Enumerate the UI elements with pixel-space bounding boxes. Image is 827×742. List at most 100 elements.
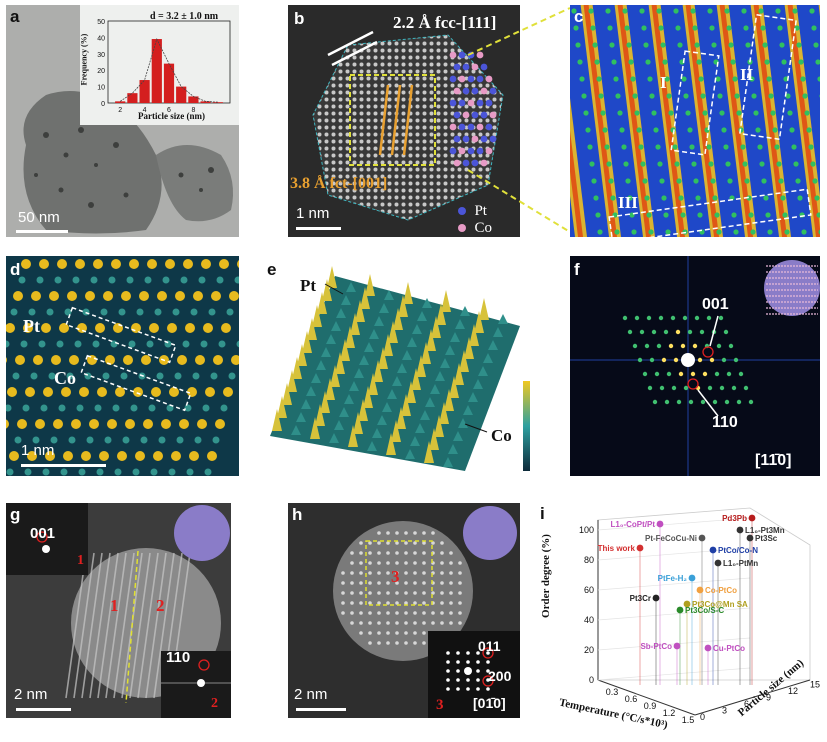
pt-atom — [93, 259, 103, 269]
zone-axis-f: [11̄0] — [755, 452, 792, 469]
co-site — [758, 8, 764, 14]
x-tick: 0.3 — [606, 687, 619, 697]
fft-spot-h — [446, 651, 450, 655]
surface-peak — [292, 357, 302, 379]
co-site — [627, 195, 633, 201]
pt-atom — [61, 387, 71, 397]
co-atom — [24, 468, 32, 476]
diffraction-spot — [632, 343, 638, 349]
surface-peak — [411, 368, 421, 390]
co-atom — [40, 404, 48, 412]
pt-atom — [45, 451, 55, 461]
pt-atom — [43, 387, 53, 397]
atom-model-dot — [467, 75, 475, 83]
pt-atom — [113, 323, 123, 333]
co-atom — [118, 308, 126, 316]
co-site — [772, 127, 778, 133]
co-site — [749, 76, 755, 82]
atom-column — [368, 621, 372, 625]
atom-model-dot — [458, 123, 466, 131]
pt-atom — [33, 355, 43, 365]
surface-peak — [360, 287, 370, 309]
atom-model-dot — [485, 99, 493, 107]
panel-label-a: a — [10, 7, 20, 26]
atom-model-dot — [462, 87, 470, 95]
co-site — [666, 93, 672, 99]
co-site — [685, 110, 691, 116]
atom-column — [422, 591, 426, 595]
fft1-label: 001 — [30, 525, 56, 542]
colormap-image-c — [570, 5, 820, 237]
co-atom — [72, 276, 80, 284]
co-site — [741, 8, 747, 14]
point-label: PtCo/Co-N — [718, 546, 758, 555]
co-site — [787, 110, 793, 116]
diffraction-spot — [706, 315, 712, 321]
co-site — [640, 161, 646, 167]
atom-column — [350, 611, 354, 615]
co-label-d: Co — [54, 368, 76, 388]
atom-column — [404, 591, 408, 595]
atom-column — [449, 601, 453, 605]
atom-column — [404, 581, 408, 585]
atom-column — [377, 561, 381, 565]
surface-peak — [388, 321, 398, 343]
fft-spot-h — [466, 660, 470, 664]
co-site — [728, 42, 734, 48]
pt-atom — [185, 323, 195, 333]
diffraction-spot — [637, 357, 643, 363]
atom-column — [395, 611, 399, 615]
region-label-3h: 3 — [391, 567, 400, 586]
surface-peak — [448, 444, 458, 454]
atom-column — [368, 641, 372, 645]
atom-column — [413, 571, 417, 575]
legend-pt-label: Pt — [474, 203, 487, 219]
pt-atom — [129, 259, 139, 269]
panel-label-g: g — [10, 505, 21, 524]
co-atom — [158, 436, 166, 444]
inset-label-1: 1 — [77, 553, 84, 568]
co-site — [619, 127, 625, 133]
pt-atom — [205, 387, 215, 397]
atom-column — [377, 551, 381, 555]
surface-peak — [306, 386, 316, 396]
surface-peak — [311, 373, 321, 383]
atom-model-dot — [453, 159, 461, 167]
surface-peak — [387, 389, 397, 399]
scatter-point — [714, 559, 722, 567]
atom-column — [359, 571, 363, 575]
fft-circle-200 — [482, 675, 494, 687]
co-site — [591, 178, 597, 184]
co-site — [608, 178, 614, 184]
surface-peak — [441, 290, 451, 312]
surface-peak — [464, 337, 474, 359]
pt-atom — [157, 291, 167, 301]
pt-atom — [231, 355, 239, 365]
co-atom — [28, 308, 36, 316]
co-site — [774, 144, 780, 150]
region-box-3 — [608, 188, 812, 237]
pt-atom — [81, 451, 91, 461]
atom-model-dot — [458, 147, 466, 155]
surface-peak — [339, 407, 349, 417]
pt-atom — [187, 387, 197, 397]
diffraction-spot — [688, 399, 694, 405]
pt-atom — [165, 259, 175, 269]
pt-atom — [51, 355, 61, 365]
point-label: Sb-PtCo — [640, 642, 672, 651]
pt-atom — [89, 419, 99, 429]
co-site — [621, 144, 627, 150]
diffraction-spot — [731, 385, 737, 391]
atom-column — [386, 571, 390, 575]
fft-inset-h — [428, 631, 520, 718]
surface-peak — [358, 399, 368, 421]
co-atom — [172, 308, 180, 316]
co-site — [717, 93, 723, 99]
co-site — [678, 195, 684, 201]
atom-column — [395, 631, 399, 635]
atom-column — [449, 591, 453, 595]
co-site — [709, 25, 715, 31]
atom-column — [359, 581, 363, 585]
lattice-stripe-core — [753, 5, 788, 237]
atom-column — [341, 581, 345, 585]
